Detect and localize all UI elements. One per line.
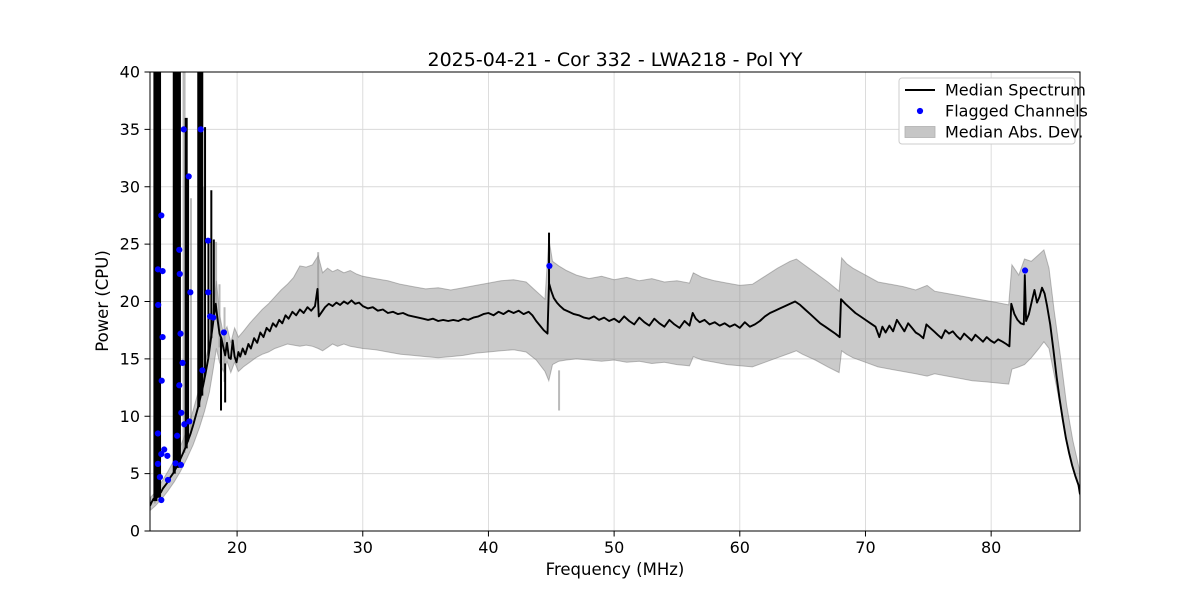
flagged-channel-point (181, 421, 188, 428)
flagged-channel-point (159, 267, 166, 275)
y-axis-label: Power (CPU) (93, 250, 112, 352)
x-tick-label: 80 (981, 538, 1001, 557)
flagged-channel-point (158, 496, 165, 504)
flagged-channel-point (156, 473, 164, 481)
legend-item-label: Flagged Channels (945, 102, 1088, 121)
legend-item-marker: Flagged Channels (916, 102, 1088, 121)
flagged-channel-point (177, 330, 184, 337)
flagged-channel-point (159, 333, 166, 341)
flagged-channel-point (172, 460, 179, 467)
flagged-channel-point (158, 212, 165, 219)
median-spectrum-line (150, 274, 1080, 507)
y-tick-label: 25 (120, 235, 140, 254)
x-axis-label: Frequency (MHz) (546, 560, 685, 579)
flagged-channel-point (187, 289, 194, 296)
flagged-channel-point (197, 126, 204, 133)
flagged-channel-point (204, 237, 212, 244)
flagged-channel-point (154, 266, 162, 273)
flagged-channel-point (158, 451, 165, 458)
y-axis-ticks: 0 5 10 15 20 25 30 35 40 (120, 63, 150, 541)
y-tick-label: 20 (120, 292, 140, 311)
legend-patch-sample (904, 126, 936, 138)
flagged-channel-point (155, 301, 162, 309)
flagged-channel-point (164, 452, 171, 459)
flagged-channel-point (205, 289, 212, 296)
legend-item-label: Median Spectrum (945, 81, 1086, 100)
y-tick-label: 5 (130, 464, 140, 483)
flagged-channel-point (176, 270, 183, 278)
flagged-channel-point (220, 329, 227, 336)
flagged-channel-point (177, 461, 185, 469)
flagged-channel-point (176, 246, 183, 253)
x-tick-label: 20 (227, 538, 247, 557)
rfi-spikes (153, 72, 551, 502)
legend-item-patch: Median Abs. Dev. (904, 123, 1083, 142)
y-tick-label: 0 (130, 522, 140, 541)
flagged-channel-point (210, 314, 217, 321)
legend-item-label: Median Abs. Dev. (945, 123, 1083, 142)
y-tick-label: 15 (120, 349, 140, 368)
flagged-channel-point (161, 446, 168, 453)
flagged-channel-point (199, 367, 206, 374)
gridlines (150, 71, 1080, 532)
legend-marker-sample (916, 107, 924, 115)
chart-title: 2025-04-21 - Cor 332 - LWA218 - Pol YY (427, 49, 802, 71)
legend: Median Spectrum Flagged Channels Median Ab… (898, 77, 1088, 145)
flagged-channel-point (1021, 267, 1029, 274)
flagged-channel-point (185, 173, 192, 180)
flagged-channel-point (158, 377, 165, 384)
mad-band-area (150, 238, 1080, 512)
x-tick-label: 30 (353, 538, 373, 557)
legend-box (898, 77, 1076, 145)
flagged-channel-point (154, 460, 162, 467)
flagged-channel-point (179, 359, 186, 366)
x-tick-label: 60 (730, 538, 750, 557)
y-tick-label: 10 (120, 407, 140, 426)
flagged-channel-point (180, 126, 187, 133)
flagged-channel-point (174, 432, 181, 439)
flagged-channel-point (546, 262, 553, 270)
legend-item-line: Median Spectrum (905, 81, 1086, 100)
flagged-channel-point (154, 430, 162, 437)
flagged-channel-point (176, 382, 183, 389)
y-tick-label: 40 (120, 63, 140, 82)
x-axis-ticks: 20 30 40 50 60 70 80 (227, 531, 1001, 557)
flagged-channel-point (178, 409, 185, 416)
flagged-channels-points (154, 126, 1029, 504)
x-tick-label: 40 (478, 538, 498, 557)
y-tick-label: 30 (120, 177, 140, 196)
x-tick-label: 70 (855, 538, 875, 557)
y-tick-label: 35 (120, 120, 140, 139)
flagged-channel-point (186, 418, 193, 425)
x-tick-label: 50 (604, 538, 624, 557)
flagged-channel-point (164, 476, 172, 484)
